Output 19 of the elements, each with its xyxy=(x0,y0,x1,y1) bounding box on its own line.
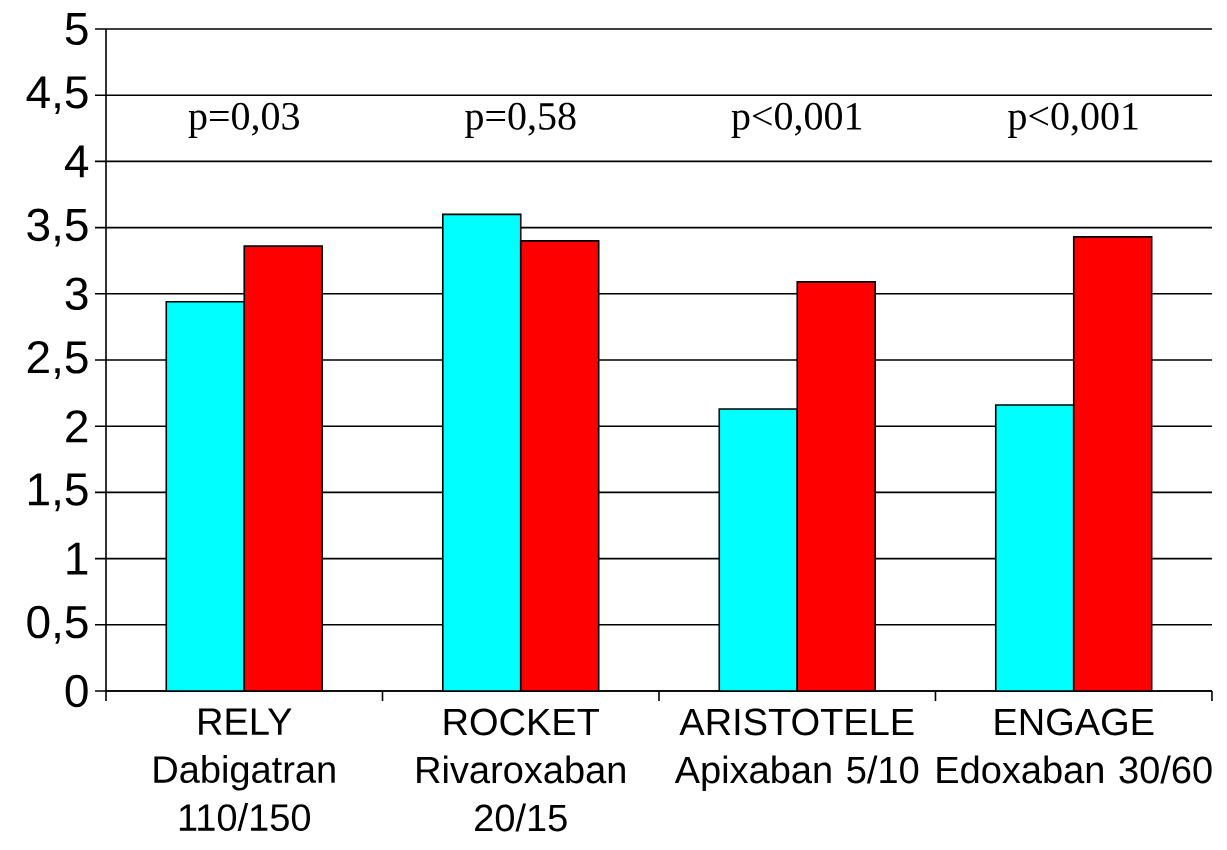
y-tick-label: 2 xyxy=(66,410,88,443)
annotation: p<0,001 xyxy=(731,102,862,138)
y-tick-label: 2,5 xyxy=(27,340,88,379)
y-tick-label: 3,5 xyxy=(27,208,88,247)
x-tick-label: ROCKET Rivaroxaban 20/15 xyxy=(417,708,625,832)
x-tick-label: RELY Dabigatran 110/150 xyxy=(154,708,335,832)
y-tick-label: 4,5 xyxy=(26,76,88,114)
annotation: p=0,58 xyxy=(465,102,576,138)
y-tick-label: 4 xyxy=(64,145,89,178)
y-tick-label: 1 xyxy=(67,542,88,575)
y-tick-label: 5 xyxy=(65,12,88,46)
y-tick-label: 1,5 xyxy=(29,473,88,512)
annotation: p=0,03 xyxy=(188,102,299,138)
y-tick-label: 0,5 xyxy=(27,605,88,644)
y-tick-label: 3 xyxy=(65,277,88,311)
x-tick-label: ARISTOTELE Apixaban 5/10 xyxy=(674,708,919,791)
y-tick-label: 0 xyxy=(65,674,88,708)
annotation: p<0,001 xyxy=(1008,102,1138,138)
x-tick-label: ENGAGE Edoxaban 30/60 xyxy=(937,708,1212,784)
